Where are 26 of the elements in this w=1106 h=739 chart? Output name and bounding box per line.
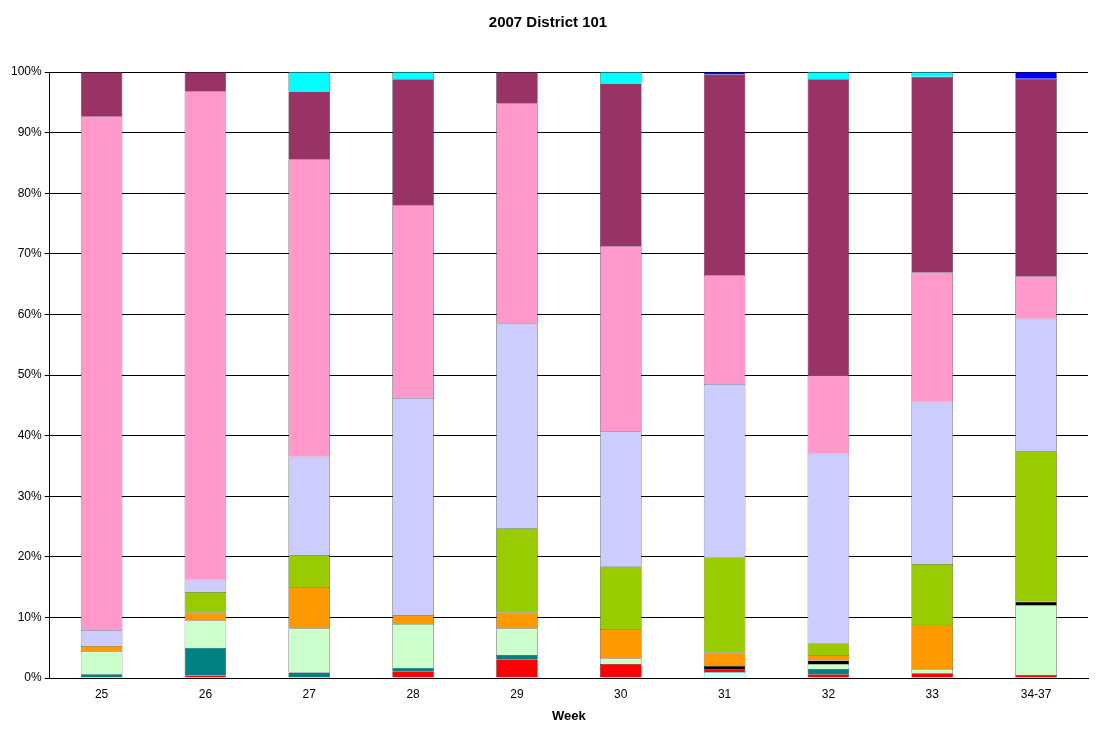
- y-tick-label: 30%: [17, 488, 43, 503]
- x-tick-label: 29: [510, 686, 524, 701]
- x-tick-label: 28: [406, 686, 421, 701]
- x-tick-label: 26: [198, 686, 213, 701]
- bar: [807, 660, 850, 665]
- bar: [1015, 601, 1057, 606]
- x-tick-label: 30: [614, 686, 628, 701]
- y-tick-label: 80%: [17, 185, 43, 200]
- y-tick-label: 50%: [17, 367, 43, 382]
- y-tick-label: 60%: [17, 306, 43, 321]
- y-tick-label: 20%: [17, 549, 43, 564]
- x-tick-label: 32: [821, 686, 836, 701]
- y-tick-label: 70%: [17, 246, 43, 261]
- x-tick-label: 25: [94, 686, 109, 701]
- x-tick-label: 33: [925, 686, 940, 701]
- y-tick-label: 40%: [17, 427, 43, 442]
- y-tick-label: 0%: [24, 670, 43, 685]
- y-tick-label: 10%: [17, 609, 43, 624]
- x-tick-label: 27: [302, 686, 317, 701]
- x-tick-label: 34-37: [1020, 686, 1052, 701]
- chart-title: 2007 District 101: [488, 13, 608, 31]
- y-tick-label: 100%: [10, 64, 43, 79]
- y-tick-label: 90%: [17, 124, 43, 139]
- bar: [703, 665, 746, 669]
- x-tick-label: 31: [717, 686, 732, 701]
- x-axis-title: Week: [551, 707, 587, 723]
